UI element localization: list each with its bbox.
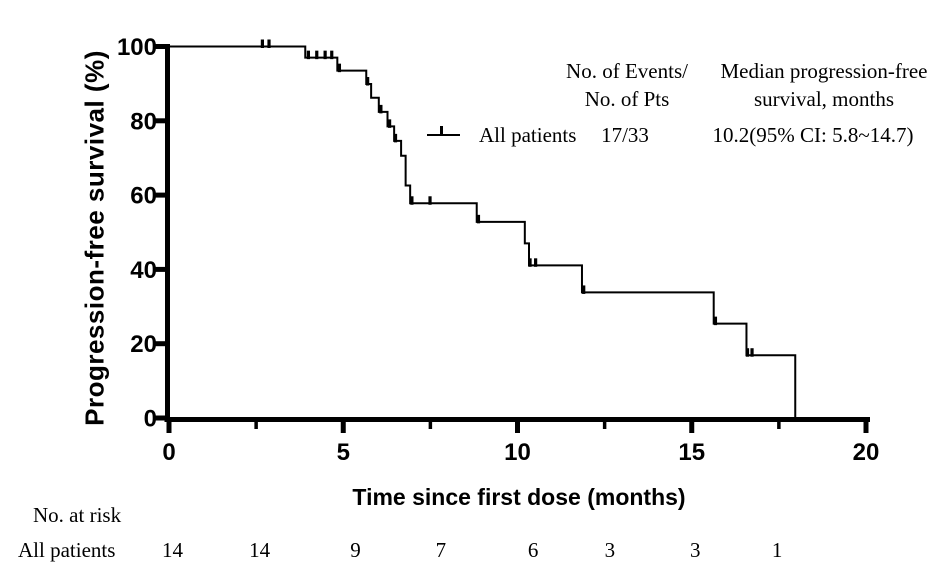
censor-tick-mark — [330, 50, 334, 60]
censor-tick-mark — [306, 50, 310, 60]
risk-count: 9 — [350, 538, 361, 562]
risk-table-header: No. at risk — [33, 503, 122, 527]
censor-tick-mark — [713, 316, 718, 326]
risk-count: 14 — [161, 538, 183, 562]
y-axis-title: Progression-free survival (%) — [79, 50, 110, 426]
median-column-header: Median progression-free survival, months — [720, 57, 927, 113]
censor-tick-mark — [534, 258, 538, 267]
censor-tick-mark — [428, 196, 432, 205]
censor-tick-mark — [750, 348, 754, 357]
events-column-header: No. of Events/ No. of Pts — [566, 57, 688, 113]
events-header-line1: No. of Events/ — [566, 59, 688, 83]
censor-tick-mark — [379, 104, 383, 114]
censor-tick-mark — [260, 39, 264, 48]
risk-count: 3 — [604, 538, 616, 562]
risk-table-row-label: All patients — [18, 538, 116, 562]
censor-tick-mark — [323, 50, 327, 60]
x-axis-title: Time since first dose (months) — [352, 484, 686, 510]
censor-tick-mark — [315, 50, 319, 60]
censor-tick-mark — [393, 133, 398, 143]
y-tick-label: 60 — [130, 183, 157, 210]
events-header-line2: No. of Pts — [584, 87, 670, 111]
median-value: 10.2(95% CI: 5.8~14.7) — [712, 123, 914, 147]
y-tick-label: 80 — [130, 108, 157, 135]
median-header-line2: survival, months — [753, 87, 894, 111]
events-value: 17/33 — [601, 123, 649, 147]
x-tick-label: 20 — [853, 439, 880, 466]
legend-censor-tick-icon — [440, 126, 443, 135]
censor-tick-mark — [582, 285, 586, 294]
censor-tick-mark — [745, 348, 750, 357]
risk-count: 1 — [771, 538, 783, 562]
censor-tick-mark — [267, 39, 271, 48]
x-tick-label: 5 — [337, 439, 350, 466]
x-tick-label: 0 — [162, 439, 175, 466]
y-tick-label: 20 — [130, 331, 157, 358]
censor-tick-mark — [410, 196, 414, 205]
censor-tick-mark — [528, 258, 532, 267]
y-tick-label: 40 — [130, 257, 157, 284]
censor-tick-mark — [337, 63, 342, 73]
risk-count: 3 — [689, 538, 701, 562]
risk-count: 6 — [527, 538, 539, 562]
censor-tick-mark — [388, 119, 392, 128]
x-tick-label: 10 — [504, 439, 531, 466]
risk-count: 7 — [435, 538, 447, 562]
censor-tick-mark — [476, 214, 481, 224]
x-tick-label: 15 — [678, 439, 705, 466]
survival-curve — [169, 45, 797, 418]
y-tick-label: 0 — [144, 406, 157, 433]
legend-km-line-symbol — [427, 134, 460, 136]
median-header-line1: Median progression-free — [720, 59, 928, 83]
y-tick-label: 100 — [117, 34, 157, 61]
risk-count: 14 — [249, 538, 271, 562]
legend-entry-label: All patients — [479, 123, 577, 147]
censor-tick-mark — [366, 77, 370, 86]
